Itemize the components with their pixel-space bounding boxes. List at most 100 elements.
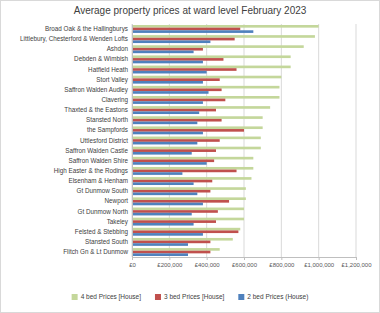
tick-label: the Sampfords (87, 126, 128, 134)
tick: Littlebury, Chesterford & Wenden Lofts (20, 35, 132, 43)
bar (132, 66, 291, 69)
tick: £400,000 (195, 257, 221, 268)
bar (132, 99, 225, 102)
tick: the Sampfords (87, 126, 132, 134)
tick: Saffron Walden Audley (64, 86, 132, 94)
tick-label: £800,000 (269, 262, 295, 268)
bar (132, 78, 220, 81)
tick-label: Stansted South (85, 238, 129, 245)
bar (132, 223, 194, 226)
bar (132, 51, 194, 54)
tick: £0 (129, 257, 136, 268)
tick-label: Takeley (107, 218, 129, 226)
bar (132, 38, 235, 41)
legend-swatch (155, 294, 161, 300)
y-axis: Broad Oak & the Hallingburys Littlebury, … (20, 25, 132, 258)
tick-label: £400,000 (195, 262, 221, 268)
bar (132, 167, 253, 170)
bar (132, 218, 244, 221)
bar (132, 109, 216, 112)
tick-label: £200,000 (157, 262, 183, 268)
tick: Ashdon (107, 45, 132, 52)
legend-item: 4 bed Prices [House] (72, 293, 142, 301)
bar (132, 88, 222, 91)
tick-mark (207, 257, 208, 260)
bar (132, 170, 237, 173)
tick: Debden & Wimbish (74, 55, 132, 62)
tick-label: Hatfield Heath (88, 66, 128, 73)
bar (132, 71, 207, 74)
x-axis: £0 £200,000 £400,000 £600,000 £800,000 £1,000… (129, 257, 372, 268)
tick-label: Flitch Gn & Lt Dunmow (63, 248, 128, 255)
tick-label: Saffron Walden Audley (64, 86, 129, 94)
series (132, 25, 319, 251)
tick-mark (319, 257, 320, 260)
tick: Stansted North (86, 116, 132, 123)
tick: Stort Valley (96, 76, 132, 84)
bar (132, 81, 203, 84)
tick-label: £0 (129, 262, 136, 268)
axis-line (133, 258, 357, 261)
series (132, 28, 244, 254)
tick-label: Newport (105, 197, 129, 205)
grid-line (132, 24, 133, 257)
chart: Average property prices at ward level Fe… (0, 0, 380, 313)
legend-swatch (72, 294, 78, 300)
tick-label: Saffron Walden Shire (68, 157, 128, 164)
bar (132, 172, 182, 175)
bar (132, 200, 229, 203)
bar (132, 86, 279, 89)
bar (132, 61, 203, 64)
tick: Takeley (107, 218, 132, 226)
bar (132, 142, 197, 145)
tick-label: Ashdon (107, 45, 129, 52)
bar (132, 180, 212, 183)
bar (132, 177, 251, 180)
bar (132, 68, 237, 71)
tick-label: Saffron Walden Castle (65, 147, 128, 154)
bars (132, 25, 319, 256)
tick: Broad Oak & the Hallingburys (45, 25, 132, 33)
tick: £800,000 (269, 257, 295, 268)
bar (132, 228, 240, 231)
tick: Gt Dunmow South (77, 187, 132, 194)
grid-line (356, 24, 357, 257)
bar (132, 55, 291, 58)
tick: Saffron Walden Shire (68, 157, 132, 164)
bar (132, 248, 220, 251)
tick-label: Felsted & Stebbing (75, 228, 129, 236)
tick: £200,000 (157, 257, 183, 268)
bar (132, 40, 210, 43)
tick-label: Debden & Wimbish (74, 55, 128, 62)
bar (132, 190, 210, 193)
tick-label: Uttlesford District (80, 137, 128, 144)
grid-line (244, 24, 245, 257)
tick-label: £600,000 (232, 262, 258, 268)
tick-label: Clavering (101, 96, 128, 104)
tick-label: Stort Valley (96, 76, 129, 84)
bar (132, 106, 270, 109)
tick: Flitch Gn & Lt Dunmow (63, 248, 132, 255)
tick: Thaxted & the Eastons (64, 106, 132, 113)
bar (132, 149, 216, 152)
bar (132, 208, 244, 211)
bar (132, 116, 263, 119)
chart-frame (1, 1, 380, 313)
legend-swatch (238, 294, 244, 300)
bar (132, 251, 210, 254)
bar (132, 28, 240, 31)
plot: £0 £200,000 £400,000 £600,000 £800,000 £1,000… (20, 24, 372, 268)
bar (132, 213, 192, 216)
tick-label: £1,200,000 (341, 262, 372, 268)
tick: Saffron Walden Castle (65, 147, 132, 154)
tick-label: £1,000,000 (304, 262, 335, 268)
tick: Felsted & Stebbing (75, 228, 132, 236)
tick-label: Littlebury, Chesterford & Wenden Lofts (20, 35, 128, 43)
bar (132, 230, 238, 233)
bar (132, 76, 281, 79)
tick: Clavering (101, 96, 132, 104)
grid-line (281, 24, 282, 257)
bar (132, 132, 203, 135)
tick: Gt Dunmow North (78, 207, 132, 214)
tick-label: Thaxted & the Eastons (64, 106, 128, 113)
